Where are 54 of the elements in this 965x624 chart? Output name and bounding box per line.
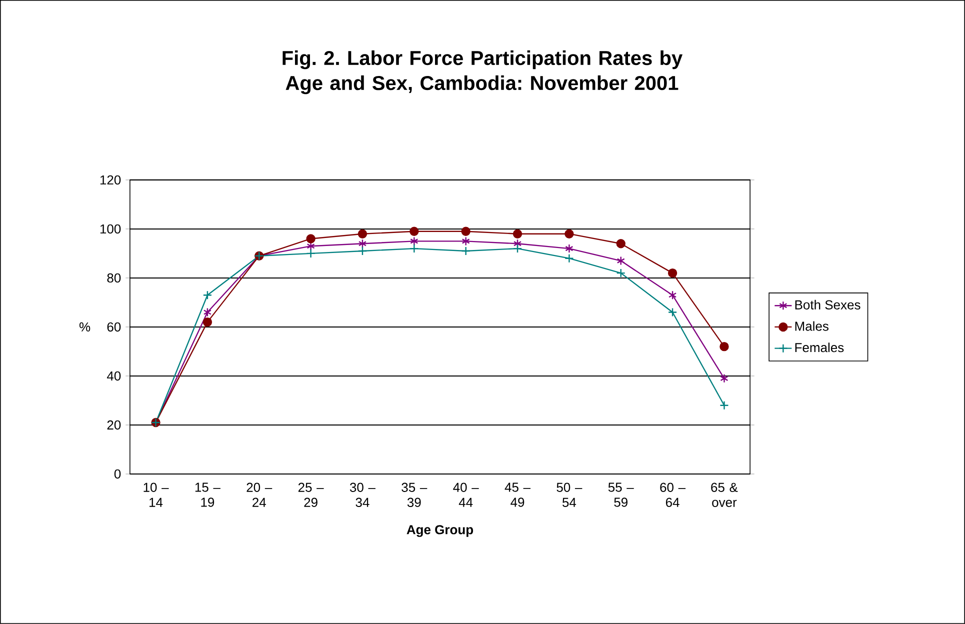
point <box>461 246 470 256</box>
point <box>720 342 729 352</box>
point <box>410 226 419 236</box>
point <box>358 246 368 256</box>
legend-label: Females <box>795 342 844 352</box>
y-tick-label: 20 <box>107 420 121 430</box>
x-tick-label: 60 – 64 <box>660 482 686 508</box>
point <box>720 374 728 384</box>
x-tick-label: 40 – 44 <box>453 482 479 507</box>
legend-label: Both Sexes <box>795 300 860 310</box>
point <box>462 236 470 246</box>
x-tick-label: 10 – 14 <box>144 482 169 507</box>
point <box>306 248 316 258</box>
x-tick-label: 15 – 19 <box>195 482 220 507</box>
point <box>668 308 678 317</box>
x-tick-label: 65 & over <box>711 482 738 508</box>
x-tick-label: 20 – 24 <box>246 482 272 507</box>
point <box>564 254 574 263</box>
y-tick-label: 40 <box>106 371 121 381</box>
point <box>720 400 729 410</box>
y-axis-title: % <box>79 322 90 332</box>
x-tick-label: 50 – 54 <box>556 482 582 508</box>
point <box>512 244 522 254</box>
chart-title: Fig. 2. Labor Force Participation Rates by Age and Sex, Cambodia: November 2001 <box>282 50 683 94</box>
point <box>512 229 522 238</box>
point <box>358 229 368 238</box>
x-axis-title: Age Group <box>406 525 474 537</box>
x-tick-label: 35 – 39 <box>402 482 428 508</box>
y-tick-label: 0 <box>114 469 121 479</box>
y-tick-label: 120 <box>100 175 121 185</box>
point <box>358 239 367 248</box>
point <box>461 226 470 236</box>
point <box>410 236 418 246</box>
point <box>306 234 316 244</box>
point <box>616 268 626 278</box>
y-tick-label: 60 <box>107 322 121 332</box>
x-tick-label: 25 – 29 <box>298 482 324 508</box>
point <box>616 256 625 266</box>
x-tick-label: 55 – 59 <box>608 482 634 507</box>
y-tick-label: 100 <box>100 224 121 234</box>
point <box>203 308 212 317</box>
point <box>202 317 212 327</box>
y-tick-label: 80 <box>107 273 121 283</box>
point <box>564 229 574 238</box>
point <box>513 239 522 248</box>
point <box>668 290 677 300</box>
point <box>616 239 626 248</box>
point <box>202 290 212 300</box>
point <box>668 268 678 278</box>
legend-label: Males <box>795 321 828 331</box>
point <box>410 244 419 254</box>
x-tick-label: 30 – 34 <box>350 482 376 508</box>
x-tick-label: 45 – 49 <box>504 482 531 507</box>
point <box>565 244 574 254</box>
